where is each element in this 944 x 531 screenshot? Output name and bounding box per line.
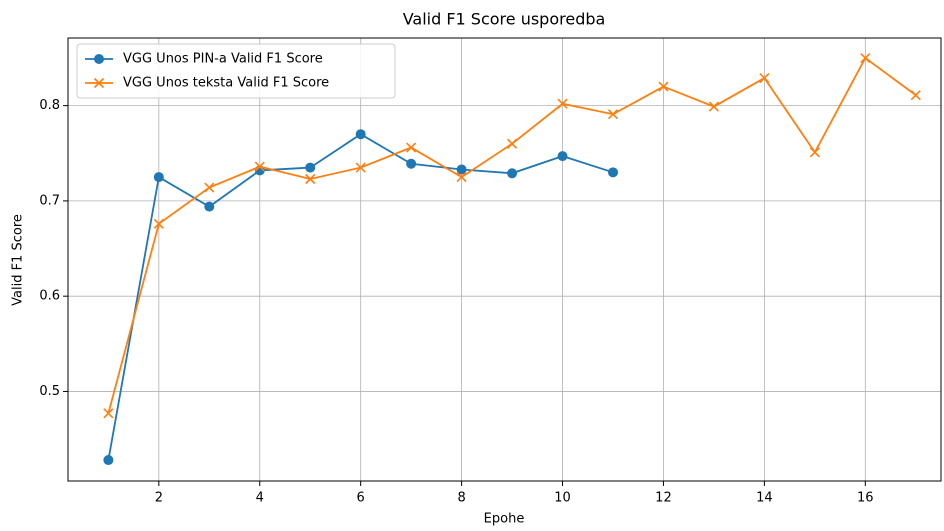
legend: VGG Unos PIN-a Valid F1 Score VGG Unos te… [76,43,396,99]
legend-label: VGG Unos teksta Valid F1 Score [123,76,329,91]
point [204,201,215,212]
point [406,158,417,169]
x-tick-label: 8 [457,491,465,506]
point [254,161,265,172]
point [456,172,467,183]
point [910,90,921,101]
series-line [107,56,917,414]
legend-marker [93,77,105,89]
plot-frame [67,37,942,482]
point [355,129,366,140]
point [103,455,114,466]
point [860,52,871,64]
point [406,142,417,153]
point [507,168,518,179]
point [708,101,719,112]
x-tick-label: 12 [655,491,672,506]
point [557,98,568,109]
point [658,81,669,92]
point [305,162,316,173]
y-tick-label: 0.6 [39,289,60,304]
x-tick-label: 4 [256,491,264,506]
point [759,72,770,84]
y-tick-label: 0.5 [39,384,60,399]
point [153,172,164,183]
x-tick-label: 6 [357,491,365,506]
point [456,164,467,175]
point [355,162,366,173]
legend-marker [94,54,104,64]
chart-title: Valid F1 Score usporedba [403,10,606,29]
point [607,167,618,178]
point [809,147,820,158]
y-tick-label: 0.7 [39,193,60,208]
x-tick-label: 10 [554,491,571,506]
point [103,408,114,419]
point [204,182,215,193]
y-axis-label: Valid F1 Score [11,214,26,306]
point [607,109,619,120]
x-axis-label: Epohe [484,512,525,527]
point [557,151,568,162]
point [305,173,316,185]
y-tick-label: 0.8 [39,98,60,113]
x-tick-label: 2 [155,491,163,506]
point [153,218,164,229]
x-tick-label: 14 [756,491,773,506]
x-tick-label: 16 [857,491,874,506]
point [507,138,518,149]
legend-box [76,43,396,99]
legend-label: VGG Unos PIN-a Valid F1 Score [123,52,323,67]
